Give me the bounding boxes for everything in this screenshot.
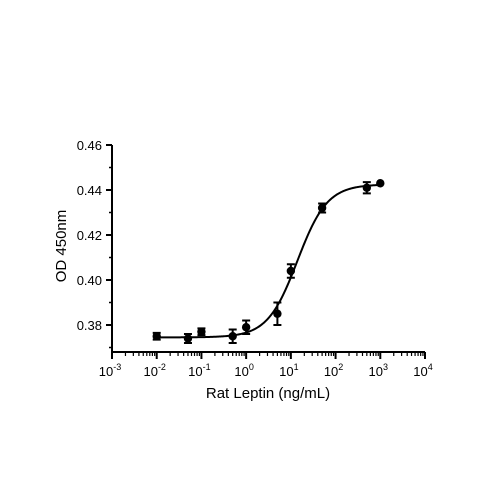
error-bars	[152, 181, 371, 344]
x-tick-label: 100	[234, 362, 253, 379]
fit-curve	[156, 183, 381, 339]
x-tick-label: 10-2	[143, 362, 165, 379]
data-point	[152, 332, 161, 341]
x-tick-label: 10-1	[188, 362, 210, 379]
data-point	[273, 309, 282, 318]
data-point	[376, 179, 385, 188]
data-point	[317, 203, 327, 213]
x-tick-label: 101	[279, 362, 298, 379]
x-tick-label: 104	[413, 362, 432, 379]
x-axis: 10-3 10-2 10-1 100 101 102 103 104	[99, 351, 433, 379]
data-point	[197, 327, 206, 336]
x-tick-label: 102	[324, 362, 343, 379]
data-point	[183, 334, 193, 343]
data-point	[241, 323, 251, 332]
y-tick-label: 0.42	[77, 228, 102, 243]
y-axis-label: OD 450nm	[53, 210, 70, 283]
y-tick-label: 0.44	[77, 183, 102, 198]
y-axis: 0.38 0.40 0.42 0.44 0.46	[77, 138, 113, 352]
y-tick-label: 0.40	[77, 273, 102, 288]
data-point	[362, 183, 372, 192]
y-tick-label: 0.38	[77, 318, 102, 333]
x-tick-label: 10-3	[99, 362, 121, 379]
y-tick-label: 0.46	[77, 138, 102, 153]
x-axis-label: Rat Leptin (ng/mL)	[206, 385, 330, 402]
x-tick-label: 103	[369, 362, 388, 379]
data-point	[286, 266, 296, 276]
data-points	[152, 179, 385, 343]
data-point	[228, 332, 237, 341]
